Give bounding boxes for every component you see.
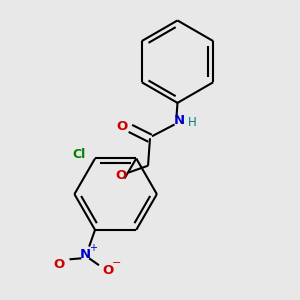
Text: N: N [174,114,185,127]
Text: O: O [53,258,64,271]
Text: +: + [89,242,97,253]
Text: N: N [80,248,91,261]
Text: Cl: Cl [73,148,86,161]
Text: O: O [115,169,126,182]
Text: O: O [102,264,113,277]
Text: O: O [116,120,127,133]
Text: −: − [112,258,121,268]
Text: H: H [188,116,197,129]
